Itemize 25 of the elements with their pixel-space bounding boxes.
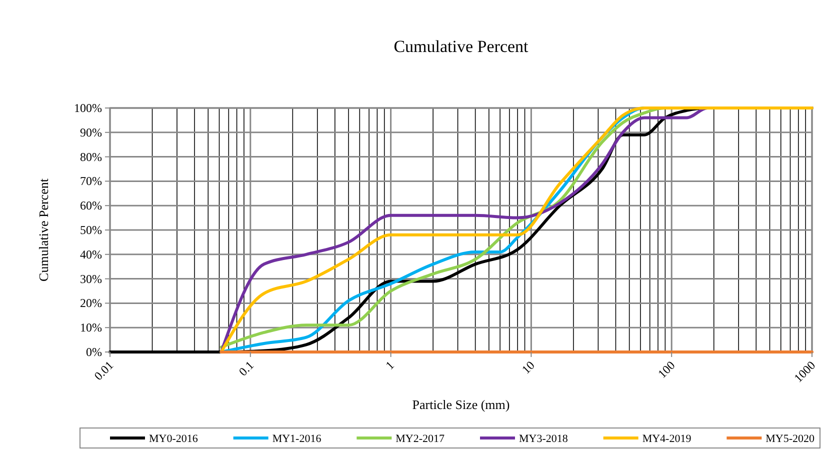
y-tick-label: 90% (80, 125, 102, 140)
y-axis-title: Cumulative Percent (36, 178, 51, 282)
legend-label: MY4-2019 (642, 433, 692, 445)
y-tick-label: 20% (80, 296, 102, 310)
x-tick-label: 100 (655, 358, 678, 381)
x-tick-label: 1 (382, 358, 397, 372)
y-tick-label: 100% (74, 101, 102, 115)
y-tick-label: 60% (80, 198, 102, 213)
legend-label: MY1-2016 (272, 433, 322, 445)
x-axis-title: Particle Size (mm) (412, 397, 510, 412)
legend-label: MY5-2020 (766, 433, 816, 445)
y-tick-label: 0% (86, 345, 102, 359)
legend-label: MY0-2016 (149, 433, 198, 445)
y-tick-label: 80% (80, 150, 102, 164)
x-tick-label: 0.01 (91, 358, 116, 383)
y-tick-label: 70% (80, 174, 102, 188)
x-tick-label: 0.1 (236, 358, 257, 379)
chart-title: Cumulative Percent (394, 37, 529, 56)
x-tick-label: 10 (518, 358, 538, 377)
y-tick-label: 10% (80, 320, 102, 335)
legend-label: MY3-2018 (519, 433, 568, 445)
legend-label: MY2-2017 (396, 433, 446, 445)
y-tick-label: 40% (80, 247, 102, 262)
y-tick-label: 30% (80, 272, 102, 286)
y-tick-label: 50% (80, 223, 102, 237)
